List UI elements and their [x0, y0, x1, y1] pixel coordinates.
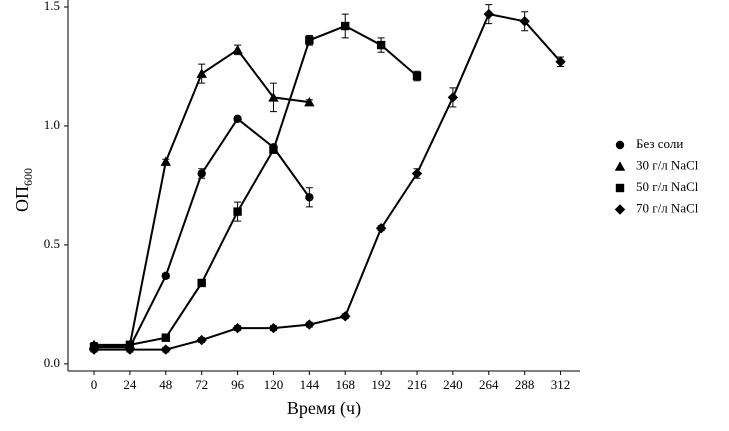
marker	[305, 36, 314, 45]
marker	[268, 322, 279, 334]
marker	[483, 8, 494, 20]
marker	[555, 56, 566, 67]
marker	[412, 71, 422, 81]
x-tick-label: 96	[231, 377, 245, 392]
marker	[232, 44, 243, 55]
y-tick-label: 1.0	[44, 117, 60, 132]
x-tick-label: 240	[443, 377, 463, 392]
y-tick-label: 0.0	[44, 355, 60, 370]
x-tick-label: 0	[91, 377, 98, 392]
marker	[341, 21, 350, 31]
marker	[196, 68, 207, 78]
y-axis-label: ОП600	[12, 168, 35, 212]
series-line	[94, 48, 310, 346]
marker	[268, 92, 279, 102]
y-axis-title: ОП600	[12, 168, 35, 212]
x-tick-label: 216	[407, 377, 427, 392]
y-label-main: ОП	[12, 186, 32, 212]
x-tick-label: 264	[479, 377, 499, 392]
legend-label: Без соли	[636, 136, 683, 151]
marker	[124, 344, 136, 355]
x-tick-label: 288	[515, 377, 535, 392]
series-line	[94, 12, 562, 351]
x-tick-label: 192	[371, 377, 391, 392]
marker	[304, 319, 315, 330]
legend-marker	[614, 204, 626, 215]
legend-marker	[615, 183, 625, 193]
marker	[304, 96, 315, 107]
legend-marker	[614, 161, 626, 171]
legend-label: 50 г/л NaCl	[636, 179, 699, 194]
marker	[160, 156, 171, 166]
x-tick-label: 24	[123, 377, 137, 392]
marker	[88, 344, 100, 355]
marker	[305, 193, 314, 202]
legend-marker	[615, 140, 625, 150]
marker	[411, 168, 423, 179]
marker	[160, 344, 171, 355]
y-tick-label: 0.5	[44, 236, 60, 251]
x-tick-label: 312	[551, 377, 571, 392]
marker	[269, 145, 278, 154]
marker	[197, 169, 206, 178]
x-tick-label: 120	[264, 377, 284, 392]
y-label-sub: 600	[21, 168, 35, 186]
x-tick-label: 72	[195, 377, 208, 392]
series-line	[93, 24, 418, 349]
x-axis-label: Время (ч)	[287, 398, 361, 419]
marker	[233, 207, 242, 216]
marker	[519, 16, 530, 27]
x-tick-label: 48	[159, 377, 172, 392]
marker	[232, 322, 243, 334]
marker	[376, 40, 386, 50]
marker	[161, 333, 170, 342]
marker	[196, 334, 207, 346]
y-tick-label: 1.5	[44, 0, 60, 13]
marker	[197, 278, 206, 288]
marker	[161, 271, 170, 281]
legend-label: 70 г/л NaCl	[636, 200, 699, 215]
marker	[447, 92, 459, 103]
marker	[340, 311, 351, 322]
x-tick-label: 144	[300, 377, 320, 392]
legend-label: 30 г/л NaCl	[636, 157, 699, 172]
marker	[233, 114, 242, 124]
x-tick-label: 168	[335, 377, 355, 392]
marker	[375, 223, 387, 234]
